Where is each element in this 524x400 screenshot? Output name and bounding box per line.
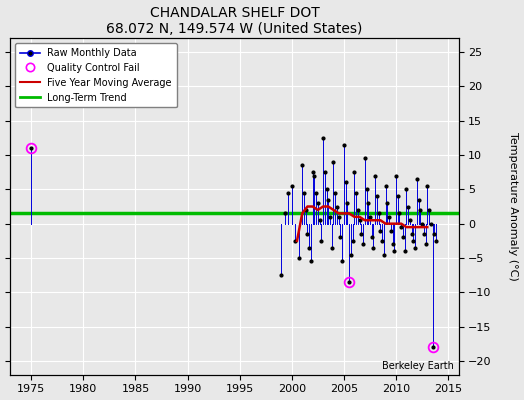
Legend: Raw Monthly Data, Quality Control Fail, Five Year Moving Average, Long-Term Tren: Raw Monthly Data, Quality Control Fail, … [15,43,177,108]
Y-axis label: Temperature Anomaly (°C): Temperature Anomaly (°C) [508,132,518,281]
Title: CHANDALAR SHELF DOT
68.072 N, 149.574 W (United States): CHANDALAR SHELF DOT 68.072 N, 149.574 W … [106,6,363,36]
Text: Berkeley Earth: Berkeley Earth [382,361,454,371]
